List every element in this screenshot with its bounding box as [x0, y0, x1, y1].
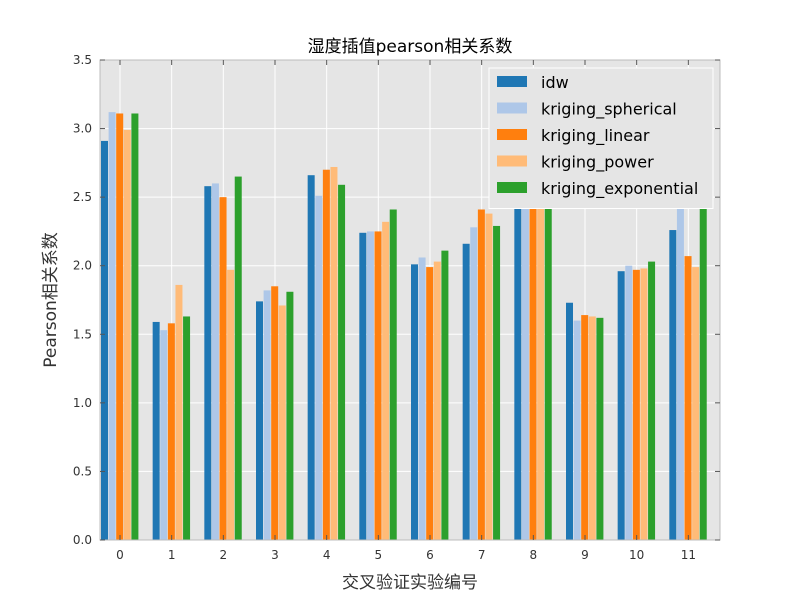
bar-idw	[101, 140, 108, 540]
x-tick-label: 6	[426, 548, 434, 562]
x-tick-label: 0	[116, 548, 124, 562]
y-axis-label: Pearson相关系数	[41, 232, 61, 368]
legend-label: idw	[541, 73, 569, 92]
y-tick-label: 2.0	[73, 259, 92, 273]
bar-kriging_linear	[374, 231, 382, 540]
legend-label: kriging_linear	[541, 126, 650, 146]
bar-kriging_exponential	[389, 209, 397, 540]
bar-kriging_exponential	[234, 176, 242, 541]
bar-idw	[514, 205, 522, 540]
bar-idw	[566, 302, 573, 540]
bar-kriging_power	[175, 284, 183, 540]
bar-kriging_power	[537, 205, 545, 540]
bar-kriging_linear	[271, 286, 279, 540]
y-tick-label: 3.0	[73, 122, 92, 136]
bar-kriging_power	[330, 166, 338, 540]
legend-swatch	[497, 155, 527, 167]
bar-kriging_exponential	[699, 206, 707, 540]
bar-idw	[204, 186, 212, 540]
x-tick-label: 8	[530, 548, 538, 562]
bar-idw	[256, 301, 263, 540]
bar-idw	[307, 175, 315, 540]
x-tick-label: 9	[581, 548, 589, 562]
bar-kriging_exponential	[338, 184, 346, 541]
bar-kriging_spherical	[211, 183, 219, 540]
x-tick-label: 4	[323, 548, 331, 562]
y-tick-label: 1.5	[73, 327, 92, 341]
legend-swatch	[497, 102, 527, 114]
bar-kriging_spherical	[160, 330, 168, 540]
bar-kriging_power	[278, 305, 286, 540]
bar-kriging_spherical	[315, 195, 323, 540]
x-tick-label: 11	[681, 548, 696, 562]
bar-kriging_power	[485, 213, 493, 540]
chart-title: 湿度插值pearson相关系数	[308, 37, 513, 57]
bar-kriging_linear	[684, 256, 692, 540]
bar-kriging_spherical	[418, 257, 426, 540]
bar-kriging_power	[640, 268, 648, 540]
bar-kriging_exponential	[183, 316, 191, 540]
bar-kriging_linear	[426, 267, 434, 540]
bar-kriging_linear	[477, 209, 485, 540]
bar-kriging_power	[123, 129, 131, 540]
x-tick-label: 7	[478, 548, 486, 562]
y-tick-label: 0.5	[73, 464, 92, 478]
bar-idw	[462, 243, 470, 540]
bar-kriging_spherical	[366, 231, 374, 540]
y-tick-label: 3.5	[73, 53, 92, 67]
bar-kriging_spherical	[676, 206, 684, 540]
bar-idw	[617, 271, 625, 540]
bar-kriging_spherical	[470, 227, 478, 541]
bar-idw	[411, 264, 418, 540]
legend-label: kriging_spherical	[541, 100, 677, 120]
y-tick-label: 0.0	[73, 533, 92, 547]
bar-kriging_spherical	[263, 290, 271, 540]
bar-idw	[359, 232, 367, 541]
bar-kriging_power	[382, 221, 390, 541]
y-tick-label: 2.5	[73, 190, 92, 204]
bar-idw	[669, 230, 677, 541]
bar-kriging_spherical	[573, 320, 581, 540]
bar-kriging_linear	[116, 113, 124, 540]
bar-kriging_linear	[167, 323, 175, 540]
ticks: 0.0 0.5 1.0 1.5 2.0 2.5 3.0 3.5 0 1 2 3 4 5 6 7 8 9 10 11	[73, 53, 720, 562]
bar-kriging_spherical	[625, 265, 633, 540]
x-tick-label: 10	[629, 548, 644, 562]
bars	[101, 112, 707, 541]
bar-kriging_exponential	[131, 113, 139, 540]
bar-kriging_linear	[632, 269, 640, 540]
bar-kriging_exponential	[596, 317, 604, 540]
bar-kriging_exponential	[286, 291, 294, 540]
x-tick-label: 2	[220, 548, 228, 562]
bar-kriging_power	[588, 316, 596, 540]
x-tick-label: 1	[168, 548, 176, 562]
plot-frame	[99, 59, 721, 541]
bar-kriging_linear	[529, 205, 537, 540]
legend-swatch	[497, 182, 527, 193]
bar-kriging_linear	[322, 169, 330, 540]
bar-kriging_power	[433, 261, 441, 540]
x-axis-label: 交叉验证实验编号	[342, 573, 478, 593]
x-tick-label: 3	[271, 548, 279, 562]
bar-kriging_linear	[581, 315, 589, 540]
bar-kriging_exponential	[493, 225, 501, 540]
legend-swatch	[497, 129, 527, 140]
x-tick-label: 5	[375, 548, 383, 562]
y-tick-label: 1.0	[73, 396, 92, 410]
bar-idw	[152, 321, 160, 540]
legend: idw kriging_spherical kriging_linearkrigin…	[488, 67, 714, 209]
bar-kriging_exponential	[441, 250, 449, 540]
legend-swatch	[497, 76, 527, 87]
bar-kriging_power	[692, 267, 700, 540]
bar-kriging_spherical	[521, 205, 529, 540]
bar-kriging_linear	[219, 197, 227, 540]
legend-label: kriging_power	[541, 153, 654, 173]
legend-label: kriging_exponential	[541, 179, 698, 199]
bar-kriging_spherical	[108, 112, 116, 540]
bar-kriging_power	[227, 269, 235, 540]
bar-kriging_exponential	[544, 205, 552, 540]
bar-kriging_exponential	[648, 261, 656, 540]
